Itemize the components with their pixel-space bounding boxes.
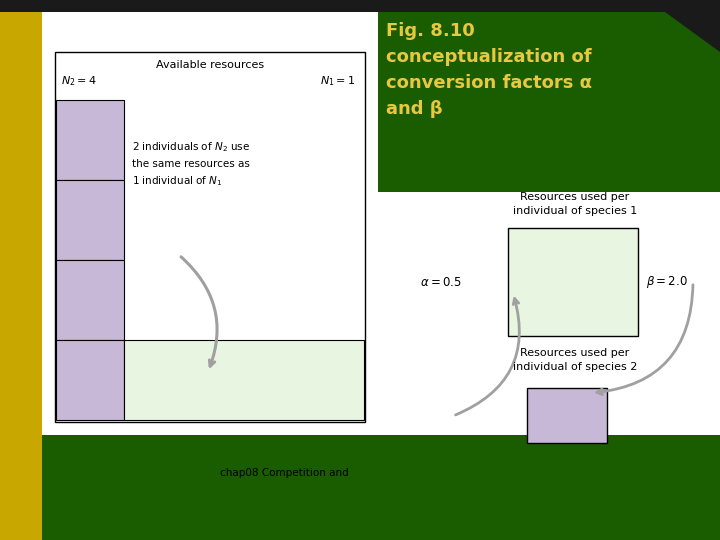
Text: $\beta = 2.0$: $\beta = 2.0$ [646, 274, 688, 290]
Bar [56, 100, 124, 180]
Bar [527, 388, 607, 443]
Bar [378, 12, 720, 192]
Polygon shape [665, 12, 720, 52]
Bar [42, 435, 720, 540]
Bar [124, 100, 125, 420]
Text: chap08 Competition and: chap08 Competition and [220, 468, 348, 478]
Bar [56, 180, 124, 260]
Text: Fig. 8.10: Fig. 8.10 [386, 22, 474, 40]
Text: Available resources: Available resources [156, 60, 264, 70]
Text: 2 individuals of $N_2$ use
the same resources as
1 individual of $N_1$: 2 individuals of $N_2$ use the same reso… [132, 140, 250, 188]
Text: Resources used per
individual of species 1: Resources used per individual of species… [513, 192, 637, 216]
Text: conversion factors α: conversion factors α [386, 74, 592, 92]
Bar [124, 340, 364, 420]
Bar [56, 260, 124, 340]
Bar [508, 228, 638, 336]
Text: $N_2 = 4$: $N_2 = 4$ [61, 74, 96, 88]
Text: Resources used per
individual of species 2: Resources used per individual of species… [513, 348, 637, 372]
Bar [0, 0, 720, 12]
Text: $N_1 = 1$: $N_1 = 1$ [320, 74, 355, 88]
Text: and β: and β [386, 100, 443, 118]
Bar [0, 12, 42, 540]
Bar [55, 52, 365, 422]
Text: $\alpha = 0.5$: $\alpha = 0.5$ [420, 275, 462, 288]
Text: conceptualization of: conceptualization of [386, 48, 592, 66]
Bar [56, 340, 124, 420]
